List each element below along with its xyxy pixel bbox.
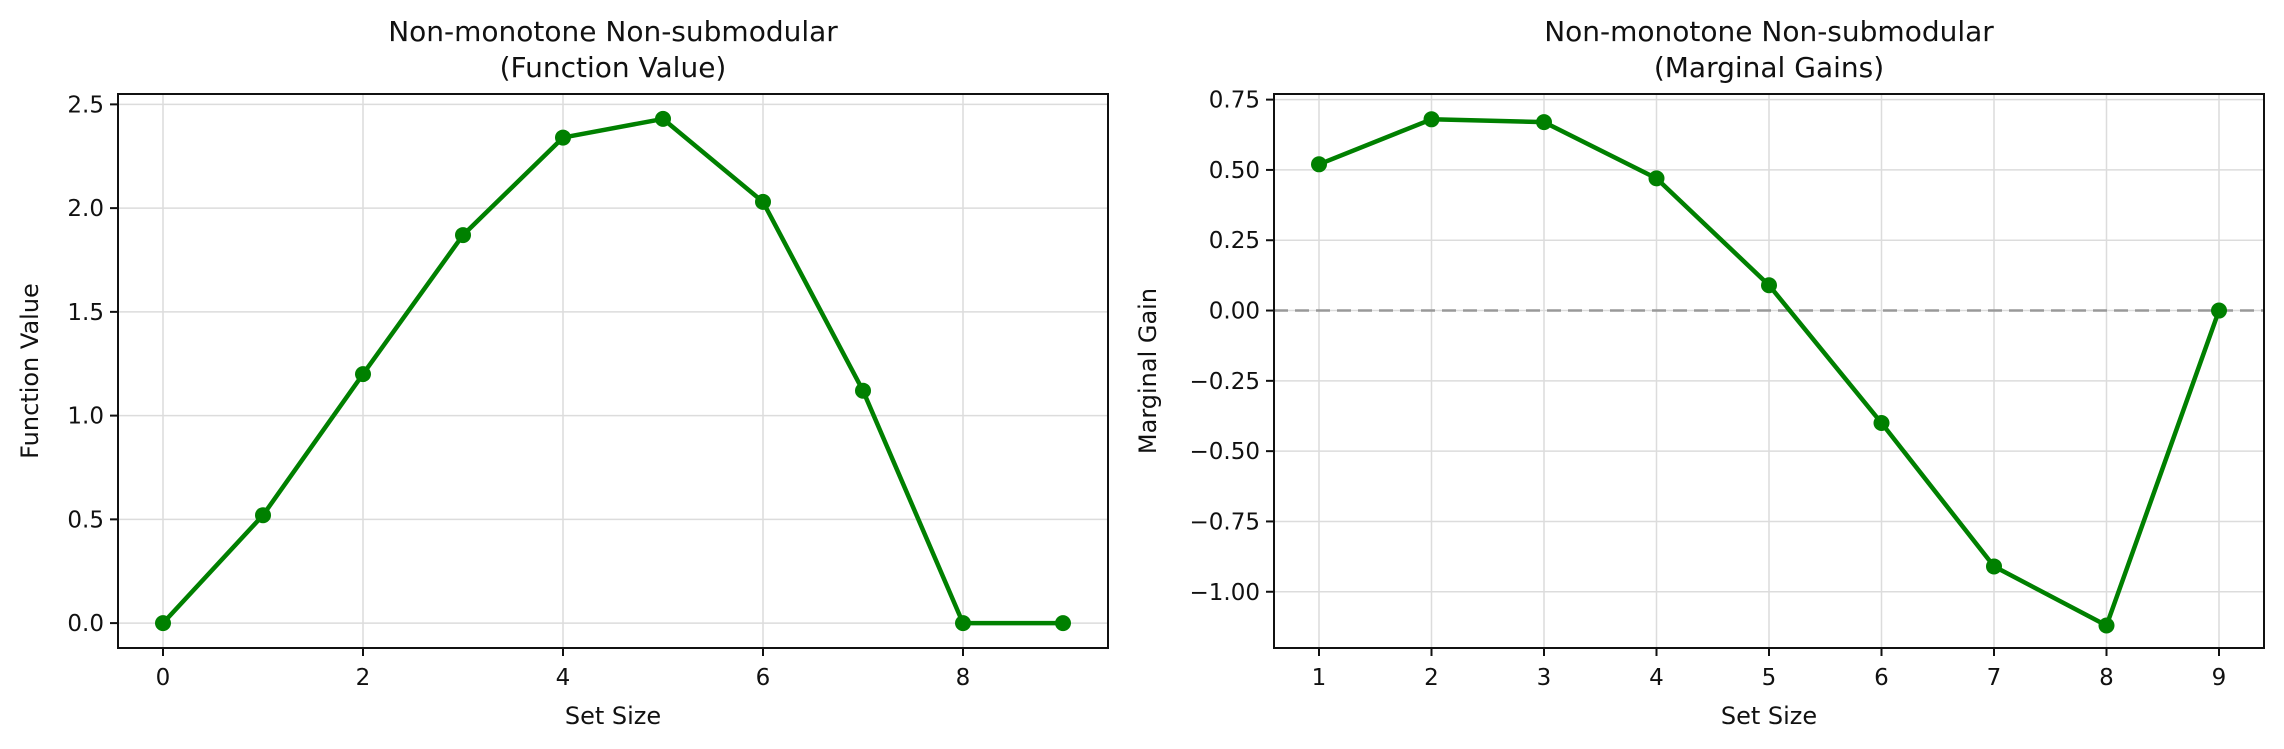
chart-0-point-0 xyxy=(155,615,171,632)
chart-0-xtick-label: 6 xyxy=(756,665,771,691)
chart-1-ytick-label: −0.75 xyxy=(1190,509,1260,535)
chart-0-ytick-label: 1.0 xyxy=(67,404,104,430)
chart-0-point-2 xyxy=(355,366,371,383)
chart-0-point-3 xyxy=(455,227,471,244)
chart-1-ytick-label: −0.25 xyxy=(1190,369,1260,395)
chart-1-ytick-label: 0.25 xyxy=(1209,228,1260,254)
chart-1-ytick-label: −1.00 xyxy=(1190,580,1260,606)
chart-0-plot-frame xyxy=(117,93,1109,649)
chart-1-xtick-label: 3 xyxy=(1537,665,1552,691)
chart-1-point-4 xyxy=(1648,170,1665,187)
chart-1-x-axis-label: Set Size xyxy=(1721,702,1817,730)
chart-1-ytick-label: 0.75 xyxy=(1209,88,1260,114)
chart-0-point-6 xyxy=(755,193,771,210)
chart-1-point-8 xyxy=(2098,617,2115,634)
chart-1-point-3 xyxy=(1536,114,1552,131)
chart-1-point-6 xyxy=(1873,415,1890,432)
chart-0-ytick-label: 0.5 xyxy=(67,507,104,533)
chart-1-y-axis-label: Marginal Gain xyxy=(1134,288,1162,454)
chart-0-y-axis-label: Function Value xyxy=(16,283,44,459)
chart-function-value: 0 2 4 6 8 0.0 0.5 1.0 1.5 2.0 2.5 Non-monotone Non-… xyxy=(16,15,1109,730)
chart-0-point-7 xyxy=(855,382,871,399)
chart-0-point-5 xyxy=(655,110,671,127)
chart-1-xtick-label: 7 xyxy=(1987,665,2002,691)
chart-1-ytick-label: 0.00 xyxy=(1209,299,1260,325)
chart-1-xtick-label: 8 xyxy=(2099,665,2114,691)
chart-1-xtick-label: 2 xyxy=(1424,665,1439,691)
chart-1-point-9 xyxy=(2211,302,2227,319)
chart-0-ytick-label: 0.0 xyxy=(67,611,104,637)
chart-0-xtick-label: 4 xyxy=(556,665,571,691)
chart-marginal-gains: 1 2 3 4 5 6 7 8 9 0.75 0.50 0.25 0.00 −0.25 −0.50 −0.75… xyxy=(1134,15,2265,730)
chart-0-title-line-2: (Function Value) xyxy=(500,51,727,84)
chart-1-title-line-2: (Marginal Gains) xyxy=(1654,51,1884,84)
chart-0-xtick-label: 2 xyxy=(356,665,371,691)
chart-1-ytick-label: −0.50 xyxy=(1190,439,1260,465)
chart-1-xtick-label: 9 xyxy=(2212,665,2227,691)
chart-1-point-2 xyxy=(1423,111,1440,128)
chart-1-xtick-label: 6 xyxy=(1874,665,1889,691)
chart-1-title-line-1: Non-monotone Non-submodular xyxy=(1544,15,1994,48)
chart-0-point-9 xyxy=(1055,615,1071,632)
chart-1-point-5 xyxy=(1761,277,1777,294)
chart-0-ytick-label: 2.5 xyxy=(67,92,104,118)
chart-0-point-8 xyxy=(955,615,971,632)
chart-0-xtick-label: 0 xyxy=(156,665,171,691)
chart-1-xtick-label: 1 xyxy=(1312,665,1327,691)
chart-1-ytick-label: 0.50 xyxy=(1209,158,1260,184)
chart-0-x-axis-label: Set Size xyxy=(565,702,661,730)
chart-1-xtick-label: 5 xyxy=(1762,665,1777,691)
chart-1-point-7 xyxy=(1986,558,2002,575)
chart-0-ytick-label: 1.5 xyxy=(67,300,104,326)
chart-0-xtick-label: 8 xyxy=(956,665,971,691)
chart-0-ytick-label: 2.0 xyxy=(67,196,104,222)
chart-0-series-line xyxy=(161,116,1063,626)
chart-0-title-line-1: Non-monotone Non-submodular xyxy=(388,15,838,48)
chart-1-xtick-label: 4 xyxy=(1649,665,1664,691)
chart-1-point-1 xyxy=(1311,156,1327,173)
chart-0-point-4 xyxy=(555,129,571,146)
chart-0-point-1 xyxy=(255,507,271,524)
